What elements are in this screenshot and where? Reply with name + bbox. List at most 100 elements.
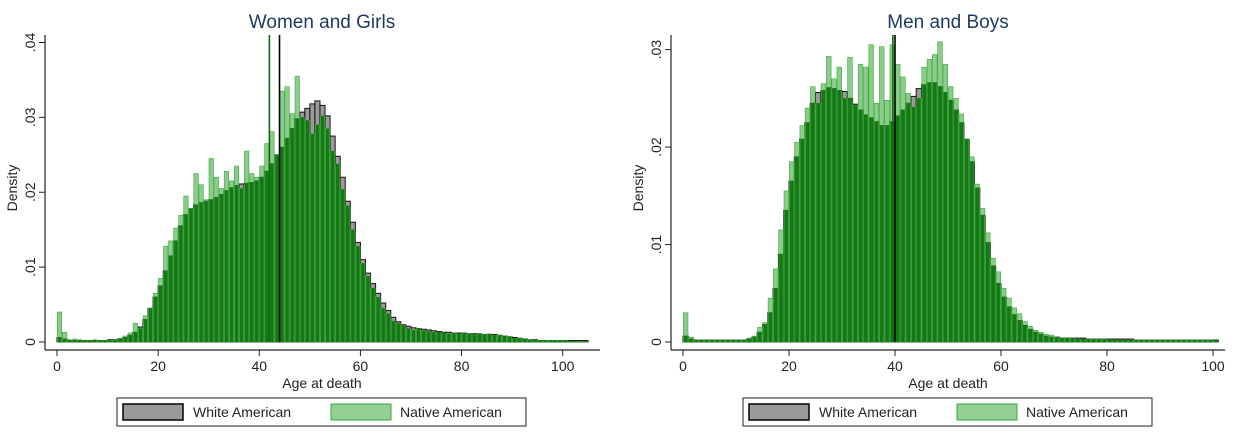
bar-overlap bbox=[996, 283, 1001, 342]
bar-overlap bbox=[1171, 340, 1176, 342]
bar-overlap bbox=[523, 339, 527, 342]
x-tick-label: 20 bbox=[781, 358, 797, 374]
bar-overlap bbox=[356, 246, 360, 342]
bar-overlap bbox=[932, 82, 937, 342]
bar-overlap bbox=[1097, 339, 1101, 342]
bar-overlap bbox=[563, 340, 567, 342]
bar-overlap bbox=[295, 118, 299, 343]
bar-overlap bbox=[320, 115, 325, 343]
bar-overlap bbox=[858, 110, 863, 343]
y-tick-label: .02 bbox=[648, 137, 664, 157]
y-tick-label: .04 bbox=[22, 33, 38, 53]
bars-layer bbox=[56, 75, 589, 343]
bar-overlap bbox=[103, 340, 107, 342]
bar-overlap bbox=[747, 339, 752, 342]
bar-overlap bbox=[533, 340, 537, 342]
bar-overlap bbox=[1007, 306, 1011, 342]
bar-overlap bbox=[927, 82, 932, 342]
bar-overlap bbox=[401, 325, 406, 342]
bar-overlap bbox=[305, 120, 310, 342]
bar-overlap bbox=[811, 103, 815, 342]
x-tick-label: 80 bbox=[454, 358, 470, 374]
bar-overlap bbox=[1038, 334, 1043, 342]
bar-overlap bbox=[386, 313, 390, 342]
bar-overlap bbox=[113, 339, 117, 342]
bar-overlap bbox=[512, 338, 517, 342]
bar-overlap bbox=[1208, 340, 1213, 342]
bar-overlap bbox=[310, 133, 315, 342]
bar-overlap bbox=[72, 340, 77, 342]
mean-lines-layer bbox=[892, 35, 896, 342]
bar-overlap bbox=[502, 336, 507, 342]
bar-overlap bbox=[763, 324, 767, 342]
bar-overlap bbox=[1118, 340, 1123, 342]
bar-overlap bbox=[885, 125, 889, 342]
bar-overlap bbox=[57, 337, 62, 342]
bar-overlap bbox=[842, 98, 847, 342]
bar-overlap bbox=[315, 124, 320, 342]
legend-frame bbox=[116, 397, 527, 427]
bar-overlap bbox=[948, 100, 953, 342]
y-tick-label: .03 bbox=[648, 40, 664, 60]
bar-overlap bbox=[421, 330, 426, 342]
bar-overlap bbox=[371, 288, 375, 342]
bar-overlap bbox=[800, 139, 805, 342]
bar-overlap bbox=[249, 182, 254, 342]
legend: White American Native American bbox=[742, 397, 1153, 427]
bar-overlap bbox=[209, 199, 213, 342]
bar-overlap bbox=[189, 208, 193, 342]
bar-overlap bbox=[970, 161, 974, 342]
bar-overlap bbox=[169, 255, 173, 342]
bar-overlap bbox=[300, 117, 304, 343]
bar-overlap bbox=[366, 276, 370, 342]
bar-overlap bbox=[1091, 339, 1096, 342]
bar-overlap bbox=[1139, 340, 1144, 342]
bar-overlap bbox=[980, 215, 985, 342]
bar-overlap bbox=[477, 333, 481, 342]
bar-overlap bbox=[351, 229, 355, 342]
bars-layer bbox=[682, 41, 1219, 343]
bar-overlap bbox=[874, 121, 879, 342]
axes-layer: 0 20 40 60 80 100 0 .01 .02 .03 bbox=[648, 35, 1225, 374]
bar-overlap bbox=[341, 189, 345, 342]
bar-overlap bbox=[1113, 340, 1117, 342]
bar-overlap bbox=[1150, 340, 1154, 342]
x-tick-label: 80 bbox=[1099, 358, 1115, 374]
bar-overlap bbox=[229, 187, 234, 342]
bar-overlap bbox=[1065, 338, 1070, 342]
bar-overlap bbox=[1028, 329, 1032, 342]
bar-overlap bbox=[583, 341, 588, 342]
bar-overlap bbox=[558, 340, 562, 342]
bar-overlap bbox=[148, 308, 153, 342]
bar-overlap bbox=[1123, 340, 1128, 342]
bar-overlap bbox=[325, 128, 330, 342]
legend-frame bbox=[742, 397, 1153, 427]
bar-overlap bbox=[1192, 340, 1197, 342]
bar-overlap bbox=[568, 341, 573, 342]
bar-overlap bbox=[1049, 337, 1054, 342]
bar-overlap bbox=[1129, 340, 1133, 342]
bar-overlap bbox=[507, 336, 512, 342]
bar-overlap bbox=[194, 204, 198, 342]
bar-overlap bbox=[290, 128, 294, 342]
bar-overlap bbox=[128, 335, 133, 342]
chart-title: Women and Girls bbox=[249, 12, 395, 33]
bar-overlap bbox=[265, 171, 269, 342]
bar-overlap bbox=[1070, 338, 1075, 342]
bar-overlap bbox=[1203, 340, 1207, 342]
bar-overlap bbox=[694, 340, 699, 342]
bar-overlap bbox=[1054, 337, 1059, 342]
bar-overlap bbox=[462, 333, 466, 342]
bar-overlap bbox=[88, 340, 92, 342]
chart-women-and-girls: Women and Girls 0 20 40 60 80 100 0 .01 .02 .03 .0… bbox=[4, 12, 600, 427]
bar-overlap bbox=[553, 340, 557, 342]
bar-overlap bbox=[1155, 340, 1160, 342]
bar-overlap bbox=[330, 151, 335, 342]
bar-overlap bbox=[1182, 340, 1186, 342]
bar-overlap bbox=[244, 183, 249, 342]
bar-overlap bbox=[731, 340, 736, 342]
bar-overlap bbox=[869, 117, 873, 342]
legend-label-native-american: Native American bbox=[400, 404, 502, 420]
bar-overlap bbox=[805, 122, 810, 342]
bar-overlap bbox=[184, 214, 188, 342]
